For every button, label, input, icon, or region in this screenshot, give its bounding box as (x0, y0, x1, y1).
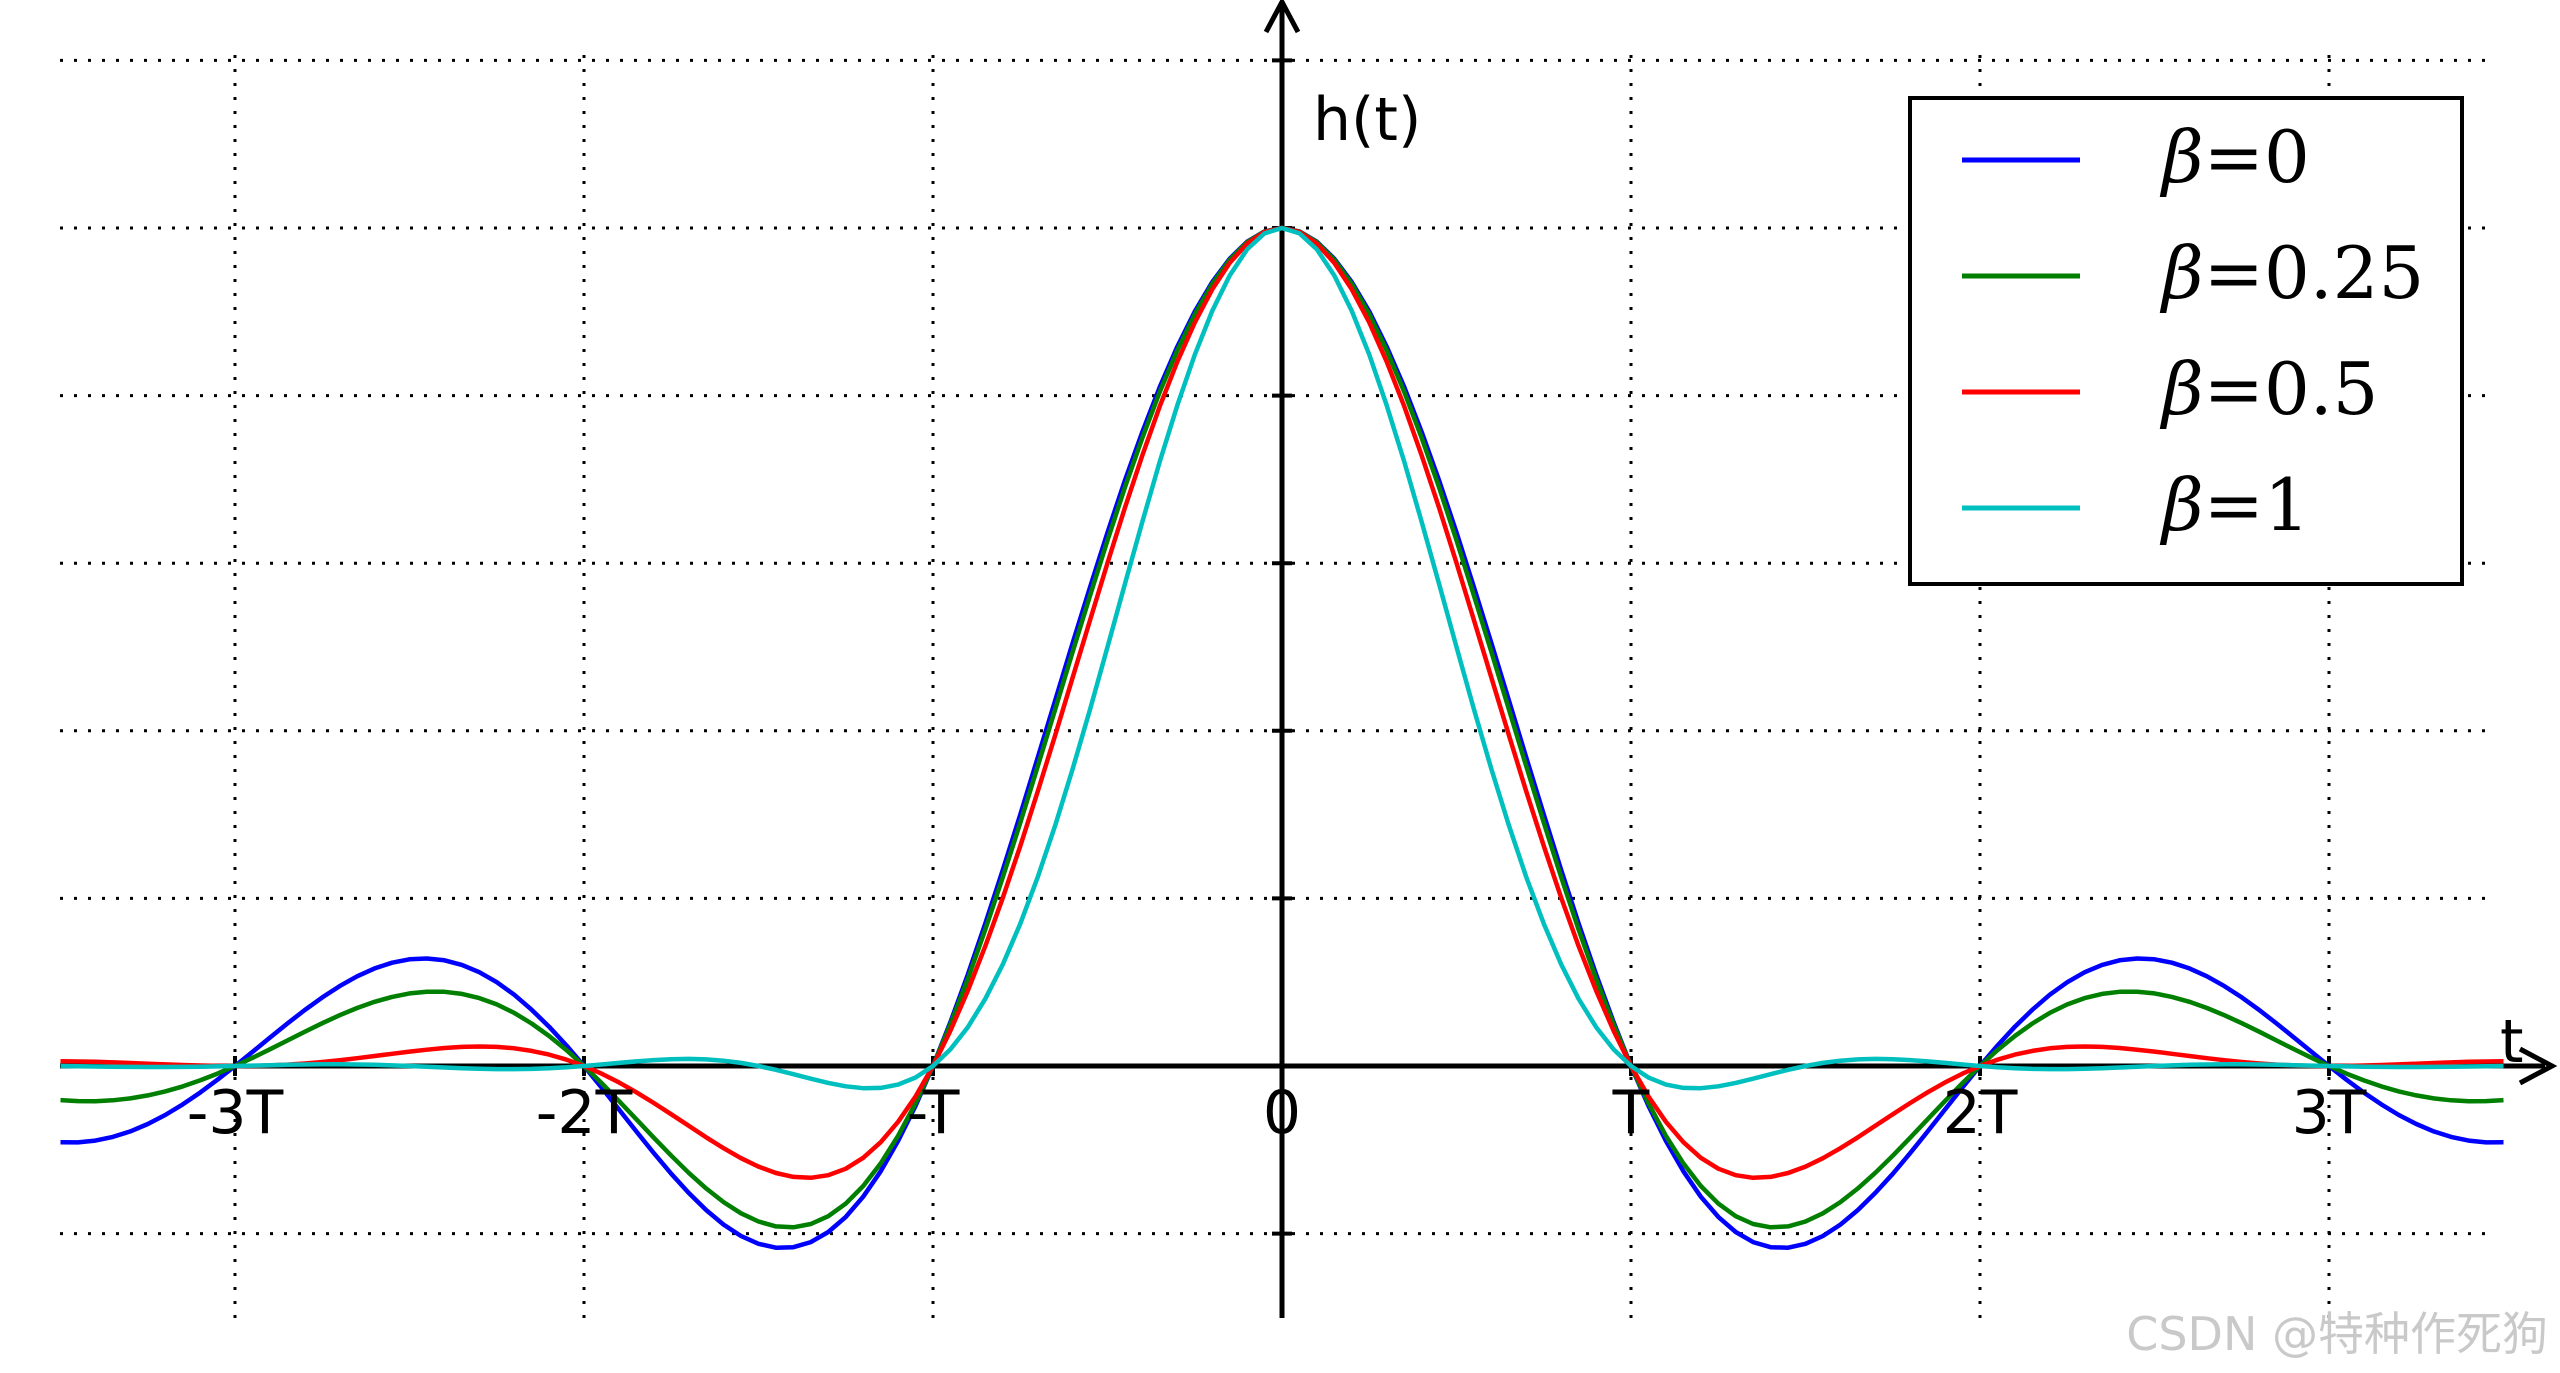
x-tick-label: 2T (1943, 1078, 2018, 1148)
x-tick-label: T (1612, 1078, 1650, 1148)
x-tick-label: -2T (536, 1078, 633, 1148)
x-tick-label: 3T (2292, 1078, 2367, 1148)
legend-label: β=1 (2159, 463, 2310, 547)
y-axis-label: h(t) (1313, 85, 1421, 155)
x-tick-label: -3T (187, 1078, 284, 1148)
legend-label-symbol: β (2159, 463, 2204, 547)
legend-label-symbol: β (2159, 231, 2204, 315)
legend: β=0β=0.25β=0.5β=1 (1908, 96, 2464, 586)
x-axis-label: t (2500, 1007, 2524, 1077)
legend-label-symbol: β (2159, 115, 2204, 199)
legend-label: β=0 (2159, 115, 2310, 199)
legend-label: β=0.25 (2159, 231, 2424, 315)
series-line (60, 225, 2504, 1091)
series-lines (60, 225, 2504, 1250)
watermark: CSDN @特种作死狗 (2126, 1307, 2548, 1361)
legend-label: β=0.5 (2159, 347, 2378, 431)
x-tick-label: 0 (1263, 1078, 1301, 1148)
tick-labels: -3T -2T -T 0 T 2T 3T (187, 1078, 2367, 1148)
legend-label-value: =0.5 (2204, 347, 2379, 431)
legend-label-value: =1 (2204, 463, 2310, 547)
x-tick-label: -T (907, 1078, 960, 1148)
legend-label-value: =0 (2204, 115, 2310, 199)
legend-label-value: =0.25 (2204, 231, 2425, 315)
y-axis-arrow (1263, 0, 1301, 34)
legend-label-symbol: β (2159, 347, 2204, 431)
x-axis-arrow (2518, 1046, 2558, 1086)
legend-box (1908, 96, 2464, 586)
